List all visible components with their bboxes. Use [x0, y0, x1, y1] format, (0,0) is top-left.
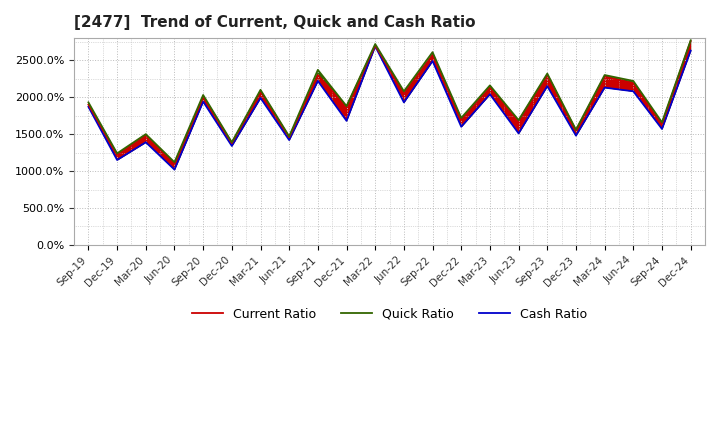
Quick Ratio — [170, 160, 179, 165]
Quick Ratio — [600, 73, 609, 78]
Cash Ratio — [485, 92, 494, 97]
Quick Ratio — [342, 103, 351, 109]
Cash Ratio — [228, 143, 236, 149]
Current Ratio — [686, 38, 695, 44]
Quick Ratio — [141, 132, 150, 137]
Quick Ratio — [228, 139, 236, 145]
Cash Ratio — [400, 100, 408, 105]
Quick Ratio — [400, 88, 408, 94]
Cash Ratio — [657, 126, 666, 132]
Quick Ratio — [572, 127, 580, 132]
Quick Ratio — [657, 120, 666, 125]
Cash Ratio — [313, 78, 322, 84]
Quick Ratio — [199, 92, 207, 98]
Current Ratio — [285, 135, 294, 140]
Current Ratio — [371, 43, 379, 48]
Current Ratio — [141, 132, 150, 138]
Cash Ratio — [629, 88, 638, 94]
Cash Ratio — [113, 158, 122, 163]
Quick Ratio — [371, 41, 379, 47]
Quick Ratio — [543, 71, 552, 76]
Current Ratio — [256, 88, 265, 94]
Current Ratio — [84, 102, 93, 107]
Current Ratio — [600, 74, 609, 79]
Quick Ratio — [514, 117, 523, 123]
Cash Ratio — [285, 137, 294, 143]
Current Ratio — [514, 118, 523, 124]
Cash Ratio — [199, 99, 207, 104]
Cash Ratio — [141, 139, 150, 145]
Current Ratio — [400, 91, 408, 96]
Cash Ratio — [457, 124, 466, 129]
Cash Ratio — [256, 95, 265, 101]
Text: [2477]  Trend of Current, Quick and Cash Ratio: [2477] Trend of Current, Quick and Cash … — [74, 15, 476, 30]
Quick Ratio — [313, 67, 322, 73]
Quick Ratio — [256, 87, 265, 92]
Cash Ratio — [170, 167, 179, 172]
Cash Ratio — [572, 133, 580, 138]
Quick Ratio — [457, 115, 466, 121]
Current Ratio — [428, 52, 437, 58]
Current Ratio — [228, 140, 236, 146]
Current Ratio — [170, 161, 179, 166]
Current Ratio — [543, 73, 552, 78]
Current Ratio — [485, 85, 494, 90]
Legend: Current Ratio, Quick Ratio, Cash Ratio: Current Ratio, Quick Ratio, Cash Ratio — [186, 303, 593, 326]
Cash Ratio — [514, 131, 523, 136]
Cash Ratio — [686, 48, 695, 53]
Current Ratio — [199, 95, 207, 100]
Quick Ratio — [84, 100, 93, 105]
Current Ratio — [629, 81, 638, 86]
Quick Ratio — [113, 151, 122, 156]
Current Ratio — [113, 152, 122, 158]
Cash Ratio — [543, 84, 552, 89]
Cash Ratio — [84, 104, 93, 110]
Quick Ratio — [285, 134, 294, 139]
Current Ratio — [457, 117, 466, 122]
Quick Ratio — [428, 50, 437, 55]
Current Ratio — [313, 73, 322, 78]
Quick Ratio — [629, 78, 638, 84]
Line: Cash Ratio: Cash Ratio — [89, 46, 690, 169]
Cash Ratio — [600, 85, 609, 90]
Current Ratio — [572, 128, 580, 133]
Line: Quick Ratio: Quick Ratio — [89, 40, 690, 162]
Quick Ratio — [485, 83, 494, 88]
Line: Current Ratio: Current Ratio — [89, 41, 690, 164]
Cash Ratio — [371, 44, 379, 49]
Quick Ratio — [686, 38, 695, 43]
Current Ratio — [342, 104, 351, 110]
Cash Ratio — [342, 118, 351, 124]
Current Ratio — [657, 121, 666, 126]
Cash Ratio — [428, 59, 437, 64]
